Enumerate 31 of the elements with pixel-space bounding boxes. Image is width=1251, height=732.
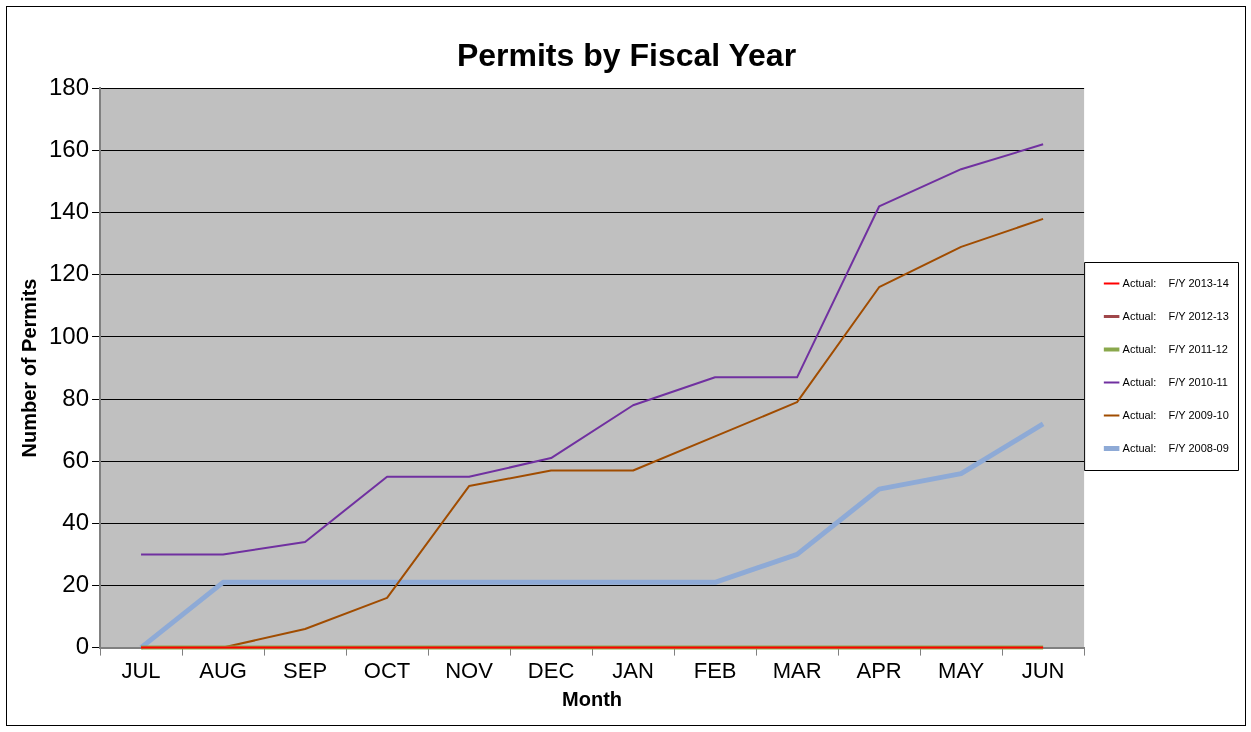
y-tick-label: 180 [49, 73, 90, 101]
y-tick-label: 0 [75, 632, 90, 660]
x-tick-label: JAN [612, 657, 654, 683]
y-tick-label: 120 [49, 259, 90, 287]
x-tick-label: FEB [693, 657, 737, 683]
y-axis-title: Number of Permits [17, 278, 40, 458]
chart-title: Permits by Fiscal Year [456, 37, 797, 74]
x-axis-title: Month [562, 687, 623, 710]
x-tick-label: APR [856, 657, 902, 683]
y-tick-label: 40 [62, 507, 90, 535]
x-tick-label: AUG [199, 657, 247, 683]
x-tick-label: OCT [363, 657, 411, 683]
legend-label: Actual: F/Y 2011-12 [1122, 342, 1228, 355]
x-tick-label: MAR [772, 657, 822, 683]
x-tick-label: JUN [1021, 657, 1065, 683]
legend-label: Actual: F/Y 2008-09 [1122, 441, 1229, 454]
y-tick-label: 100 [49, 321, 90, 349]
y-tick-label: 20 [62, 570, 90, 598]
x-tick-label: DEC [527, 657, 575, 683]
y-tick-label: 80 [62, 383, 90, 411]
y-tick-label: 160 [49, 135, 90, 163]
x-tick-label: NOV [445, 657, 494, 683]
x-tick-label: MAY [938, 657, 985, 683]
x-tick-label: SEP [283, 657, 328, 683]
x-tick-label: JUL [121, 657, 161, 683]
y-tick-label: 140 [49, 197, 90, 225]
legend-label: Actual: F/Y 2012-13 [1122, 309, 1229, 322]
legend-label: Actual: F/Y 2010-11 [1122, 375, 1228, 388]
y-tick-label: 60 [62, 445, 90, 473]
legend-label: Actual: F/Y 2013-14 [1122, 276, 1229, 289]
legend-label: Actual: F/Y 2009-10 [1122, 408, 1229, 421]
